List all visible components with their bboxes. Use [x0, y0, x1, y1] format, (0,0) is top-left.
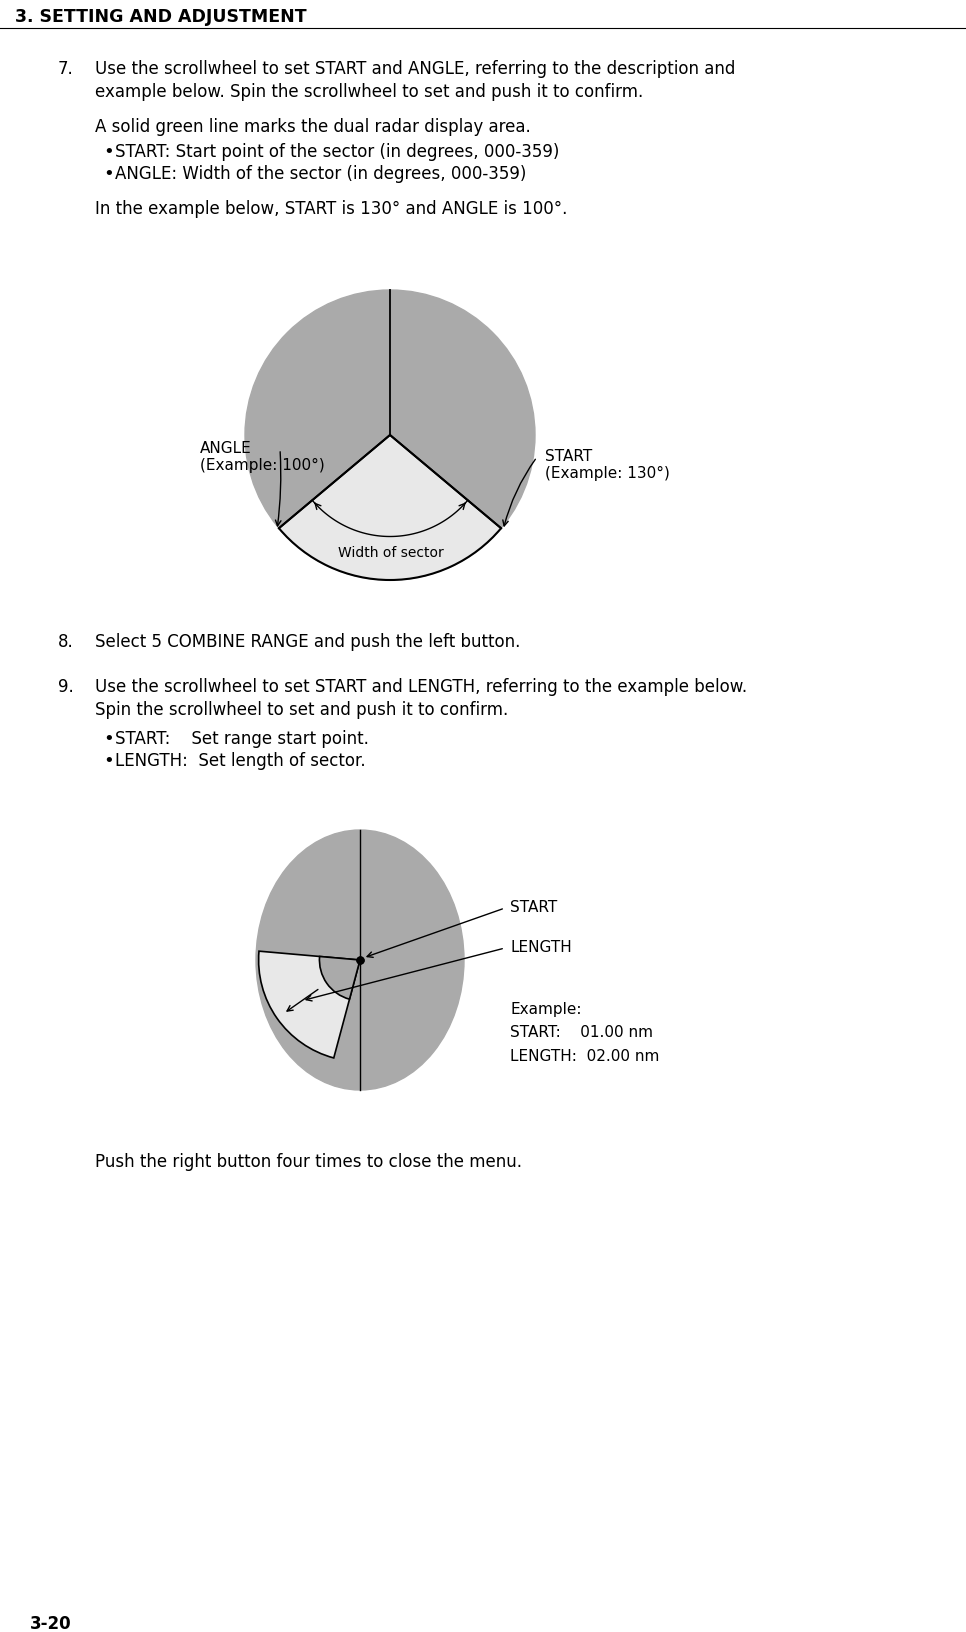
Text: •: •	[103, 144, 114, 162]
Text: 9.: 9.	[58, 677, 73, 695]
Text: LENGTH:  Set length of sector.: LENGTH: Set length of sector.	[115, 752, 365, 770]
Text: ANGLE: Width of the sector (in degrees, 000-359): ANGLE: Width of the sector (in degrees, …	[115, 165, 526, 183]
Text: START: Start point of the sector (in degrees, 000-359): START: Start point of the sector (in deg…	[115, 144, 559, 162]
Text: Use the scrollwheel to set START and ANGLE, referring to the description and: Use the scrollwheel to set START and ANG…	[95, 60, 735, 78]
Text: START
(Example: 130°): START (Example: 130°)	[545, 449, 669, 481]
Text: Example:
START:    01.00 nm
LENGTH:  02.00 nm: Example: START: 01.00 nm LENGTH: 02.00 n…	[510, 1002, 660, 1064]
Wedge shape	[259, 951, 360, 1058]
Text: example below. Spin the scrollwheel to set and push it to confirm.: example below. Spin the scrollwheel to s…	[95, 83, 643, 101]
Text: Push the right button four times to close the menu.: Push the right button four times to clos…	[95, 1152, 522, 1172]
Ellipse shape	[256, 831, 464, 1090]
Text: In the example below, START is 130° and ANGLE is 100°.: In the example below, START is 130° and …	[95, 201, 567, 219]
Wedge shape	[279, 436, 501, 579]
Text: Use the scrollwheel to set START and LENGTH, referring to the example below.: Use the scrollwheel to set START and LEN…	[95, 677, 747, 695]
Text: A solid green line marks the dual radar display area.: A solid green line marks the dual radar …	[95, 118, 530, 135]
Text: Select 5 COMBINE RANGE and push the left button.: Select 5 COMBINE RANGE and push the left…	[95, 633, 521, 651]
Text: 7.: 7.	[58, 60, 73, 78]
Text: 3. SETTING AND ADJUSTMENT: 3. SETTING AND ADJUSTMENT	[15, 8, 306, 26]
Text: •: •	[103, 165, 114, 183]
Text: Width of sector: Width of sector	[338, 547, 444, 560]
Wedge shape	[320, 956, 360, 999]
Circle shape	[245, 290, 535, 579]
Text: •: •	[103, 730, 114, 747]
Text: Spin the scrollwheel to set and push it to confirm.: Spin the scrollwheel to set and push it …	[95, 702, 508, 720]
Text: LENGTH: LENGTH	[510, 940, 572, 955]
Text: ANGLE
(Example: 100°): ANGLE (Example: 100°)	[200, 441, 325, 473]
Text: START:    Set range start point.: START: Set range start point.	[115, 730, 369, 747]
Text: •: •	[103, 752, 114, 770]
Text: 3-20: 3-20	[30, 1616, 71, 1632]
Text: 8.: 8.	[58, 633, 73, 651]
Text: START: START	[510, 901, 557, 916]
